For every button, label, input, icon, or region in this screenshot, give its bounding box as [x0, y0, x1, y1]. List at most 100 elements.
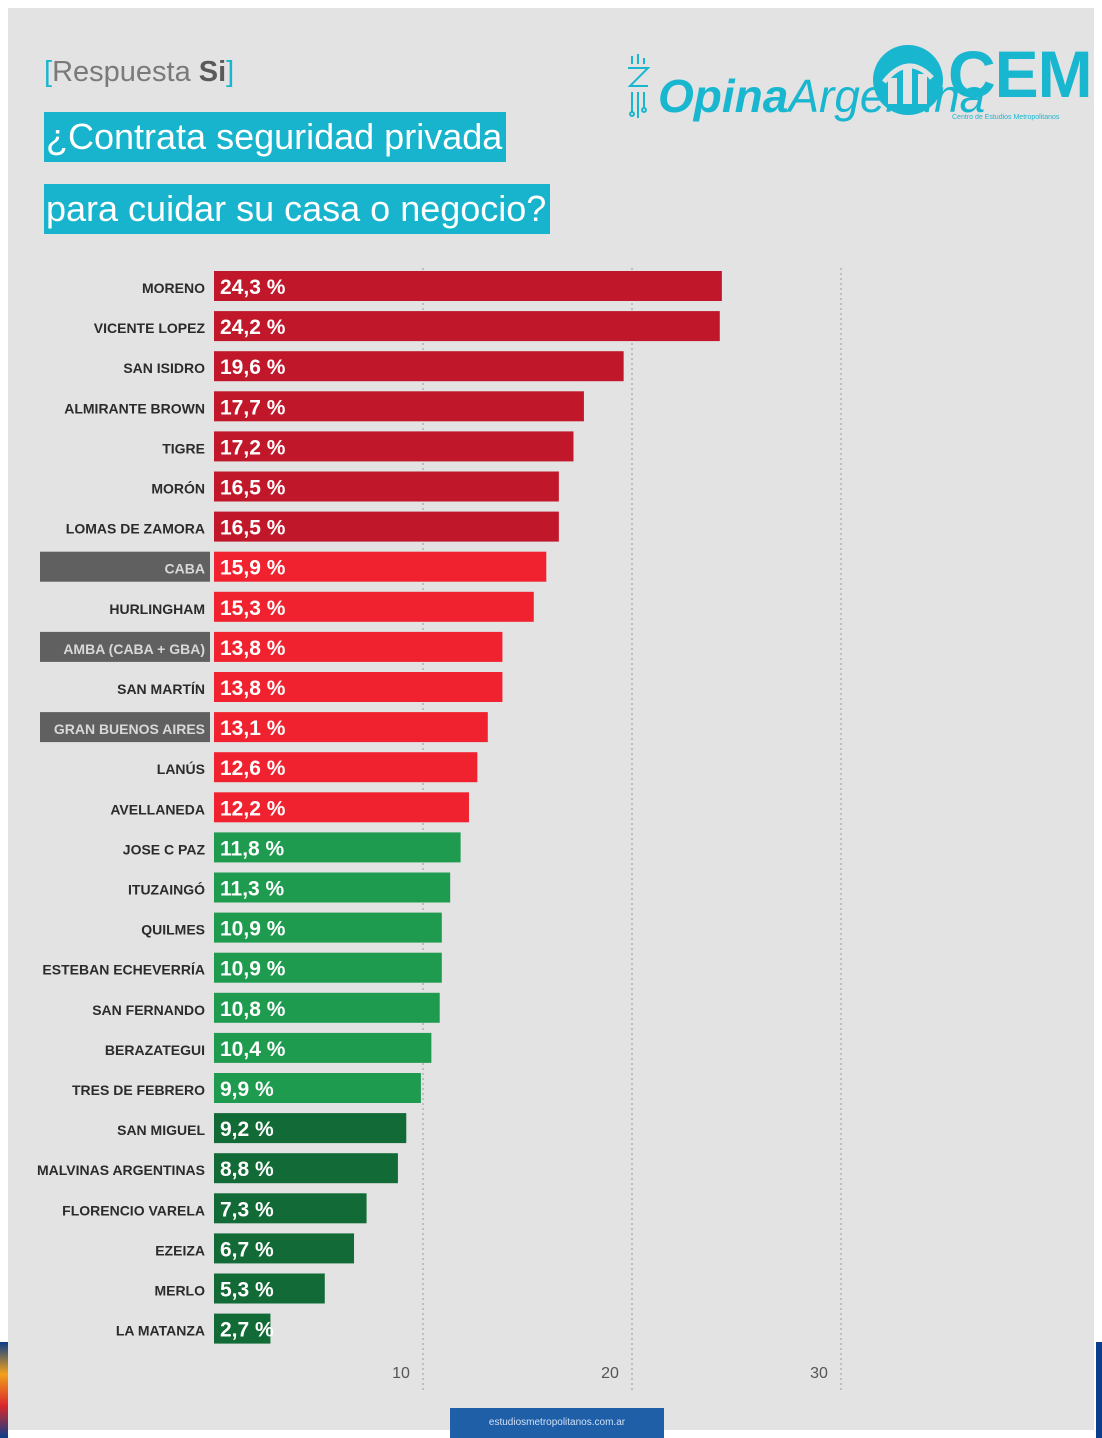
value-suffix: %	[261, 958, 286, 981]
bar	[214, 551, 547, 582]
value-number: 16,5	[220, 477, 261, 500]
website-url-badge[interactable]: estudiosmetropolitanos.com.ar	[450, 1408, 664, 1438]
value-label: 9,9 %	[220, 1078, 274, 1101]
cem-subtitle: Centro de Estudios Metropolitanos	[952, 114, 1060, 121]
value-number: 2,7	[220, 1319, 249, 1342]
value-label: 11,8 %	[220, 837, 285, 860]
value-number: 9,2	[220, 1118, 249, 1141]
bar	[214, 631, 503, 662]
bar	[214, 1032, 432, 1063]
bar	[214, 672, 503, 702]
value-number: 24,3	[220, 276, 261, 299]
value-suffix: %	[249, 1279, 274, 1302]
value-suffix: %	[260, 878, 285, 901]
opina-circuit-icon	[627, 54, 651, 118]
value-label: 9,2 %	[220, 1118, 274, 1141]
bar	[214, 391, 584, 422]
value-number: 10,4	[220, 1038, 261, 1061]
highlighted-label-bg	[40, 712, 210, 743]
value-label: 11,3 %	[220, 878, 285, 901]
x-tick-label: 20	[601, 1365, 619, 1382]
bar	[214, 311, 720, 342]
category-label: LOMAS DE ZAMORA	[66, 521, 205, 537]
value-suffix: %	[249, 1198, 274, 1221]
category-label: SAN FERNANDO	[92, 1002, 205, 1018]
bar	[214, 1113, 407, 1144]
value-label: 13,8 %	[220, 677, 286, 700]
value-suffix: %	[249, 1078, 274, 1101]
value-suffix: %	[261, 677, 286, 700]
bar	[214, 1313, 271, 1344]
category-label: MORÓN	[151, 480, 205, 497]
value-suffix: %	[261, 436, 286, 459]
highlighted-label-bg	[40, 631, 210, 662]
bar	[214, 792, 469, 823]
bar	[214, 752, 478, 783]
value-number: 8,8	[220, 1158, 250, 1181]
value-label: 10,9 %	[220, 958, 286, 981]
value-suffix: %	[261, 517, 286, 540]
category-label: EZEIZA	[155, 1242, 205, 1258]
cem-wordmark: CEM	[948, 37, 1093, 111]
value-number: 13,8	[220, 637, 261, 660]
category-label: ALMIRANTE BROWN	[64, 400, 205, 416]
right-edge-stripe	[1096, 1342, 1102, 1438]
value-number: 5,3	[220, 1279, 249, 1302]
category-label: QUILMES	[141, 922, 205, 938]
value-number: 24,2	[220, 316, 261, 339]
value-suffix: %	[260, 837, 285, 860]
value-label: 16,5 %	[220, 517, 286, 540]
category-label: SAN MARTÍN	[117, 681, 205, 697]
value-number: 12,2	[220, 797, 261, 820]
category-label: MERLO	[154, 1283, 205, 1299]
bar	[214, 351, 624, 382]
subtitle-bracket-open: [	[44, 56, 53, 88]
category-label: MALVINAS ARGENTINAS	[37, 1162, 205, 1178]
value-number: 9,9	[220, 1078, 249, 1101]
category-label: AMBA (CABA + GBA)	[63, 641, 205, 657]
cem-emblem-icon	[873, 45, 943, 115]
category-label: MORENO	[142, 280, 205, 296]
value-suffix: %	[249, 1158, 274, 1181]
category-label: VICENTE LOPEZ	[94, 320, 206, 336]
subtitle-bracket-close: ]	[226, 56, 235, 88]
value-suffix: %	[261, 597, 286, 620]
chart-title-line-2: para cuidar su casa o negocio?	[44, 184, 551, 234]
highlighted-label-bg	[40, 551, 210, 582]
chart-title-line-1: ¿Contrata seguridad privada	[44, 112, 507, 162]
category-label: LA MATANZA	[116, 1323, 205, 1339]
bar	[214, 992, 440, 1023]
value-number: 15,3	[220, 597, 261, 620]
x-tick-label: 30	[810, 1365, 828, 1382]
value-number: 17,7	[220, 396, 261, 419]
category-label: CABA	[165, 561, 205, 577]
opina-argentina-logo: OpinaArgentina	[624, 42, 985, 123]
value-label: 6,7 %	[220, 1238, 274, 1261]
value-suffix: %	[249, 1118, 274, 1141]
category-label: JOSE C PAZ	[123, 841, 206, 857]
value-label: 10,9 %	[220, 918, 286, 941]
value-suffix: %	[261, 316, 286, 339]
value-suffix: %	[261, 477, 286, 500]
value-suffix: %	[261, 276, 286, 299]
bar	[214, 271, 722, 301]
bar	[214, 1193, 367, 1224]
value-label: 12,2 %	[220, 797, 286, 820]
value-suffix: %	[261, 356, 286, 379]
category-label: FLORENCIO VARELA	[62, 1202, 205, 1218]
value-suffix: %	[261, 396, 286, 419]
value-number: 19,6	[220, 356, 261, 379]
value-suffix: %	[261, 757, 286, 780]
value-suffix: %	[261, 797, 286, 820]
value-label: 10,4 %	[220, 1038, 286, 1061]
value-suffix: %	[261, 998, 286, 1021]
bar	[214, 431, 574, 462]
bar	[214, 912, 442, 943]
value-number: 17,2	[220, 436, 261, 459]
value-label: 17,7 %	[220, 396, 286, 419]
category-label: BERAZATEGUI	[105, 1042, 205, 1058]
category-label: TIGRE	[162, 440, 205, 456]
category-label: TRES DE FEBRERO	[72, 1082, 205, 1098]
value-number: 7,3	[220, 1198, 249, 1221]
